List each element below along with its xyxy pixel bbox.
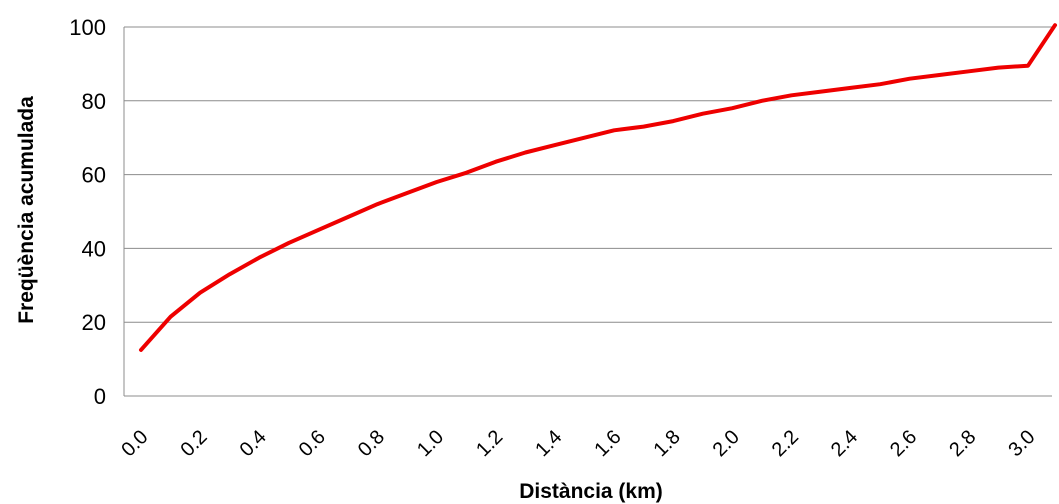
x-tick-label: 1.0 xyxy=(413,426,448,461)
x-tick-label: 0.4 xyxy=(236,426,271,461)
x-tick-label: 1.4 xyxy=(531,426,566,461)
x-tick-labels: 0.0 0.2 0.4 0.6 0.8 1.0 1.2 1.4 1.6 1.8 2.0 2.2 2.4 2… xyxy=(117,426,1039,461)
y-tick-label: 0 xyxy=(94,384,106,409)
x-tick-label: 2.8 xyxy=(945,426,980,461)
x-axis-label: Distància (km) xyxy=(519,480,663,503)
x-tick-label: 1.2 xyxy=(472,426,507,461)
y-tick-label: 20 xyxy=(82,310,106,335)
x-tick-label: 2.2 xyxy=(768,426,803,461)
x-tick-label: 2.4 xyxy=(827,426,862,461)
x-tick-label: 1.8 xyxy=(650,426,685,461)
gridlines xyxy=(124,26,1052,323)
y-tick-label: 100 xyxy=(69,15,106,40)
y-axis-label: Freqüència acumulada xyxy=(15,96,38,324)
y-tick-label: 80 xyxy=(82,89,106,114)
x-tick-label: 0.2 xyxy=(176,426,211,461)
y-tick-labels: 0 20 40 60 80 100 xyxy=(69,15,106,409)
x-tick-label: 1.6 xyxy=(590,426,625,461)
axes xyxy=(123,27,1052,397)
y-tick-label: 40 xyxy=(82,236,106,261)
y-tick-label: 60 xyxy=(82,163,106,188)
x-tick-label: 0.0 xyxy=(117,426,152,461)
series-line-0 xyxy=(139,23,1057,352)
x-tick-label: 0.6 xyxy=(295,426,330,461)
x-tick-label: 3.0 xyxy=(1004,426,1039,461)
x-tick-label: 2.0 xyxy=(709,426,744,461)
x-tick-label: 0.8 xyxy=(354,426,389,461)
series-layer xyxy=(139,23,1057,352)
x-tick-label: 2.6 xyxy=(886,426,921,461)
